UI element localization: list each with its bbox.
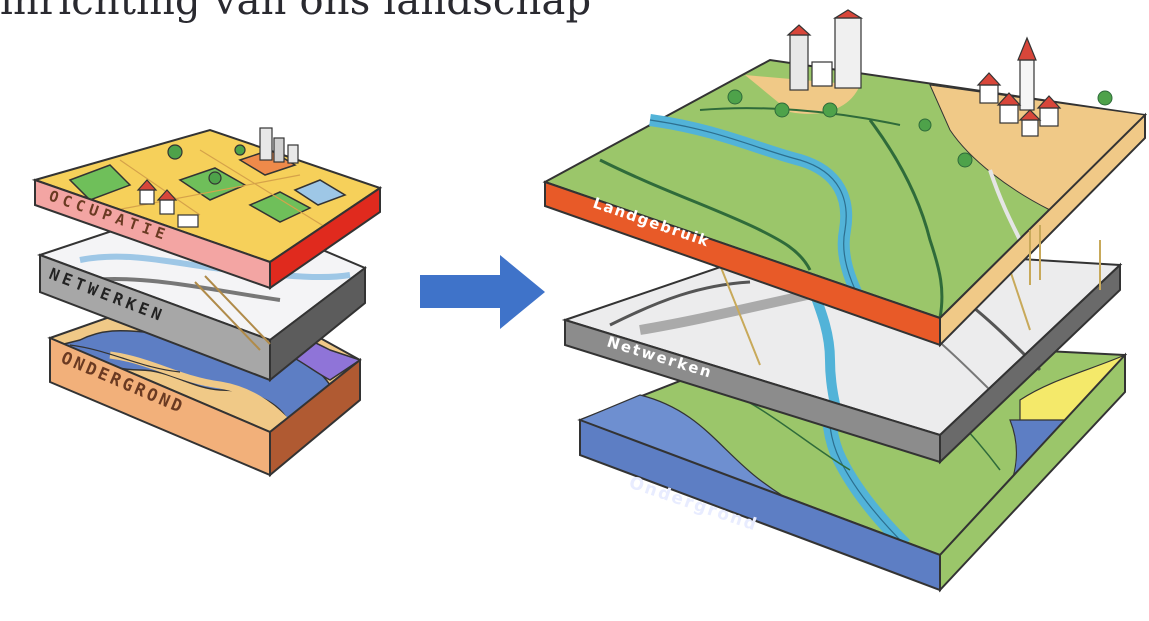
right-towers (786, 9, 864, 91)
left-sketch-diagram: ONDERGROND NETWERKEN (31, 127, 383, 478)
right-trees (727, 89, 1113, 168)
right-detailed-diagram: Ondergrond Netwerken (542, 9, 1148, 593)
left-stair (194, 275, 271, 351)
page-title: inrichting van ons landschap (0, 0, 592, 24)
right-layer-landgebruik: Landgebruik (542, 9, 1148, 348)
left-buildings (136, 127, 299, 228)
right-arrow (420, 255, 545, 329)
left-layer-occupatie: OCCUPATIE (31, 127, 383, 290)
right-village (976, 36, 1062, 137)
